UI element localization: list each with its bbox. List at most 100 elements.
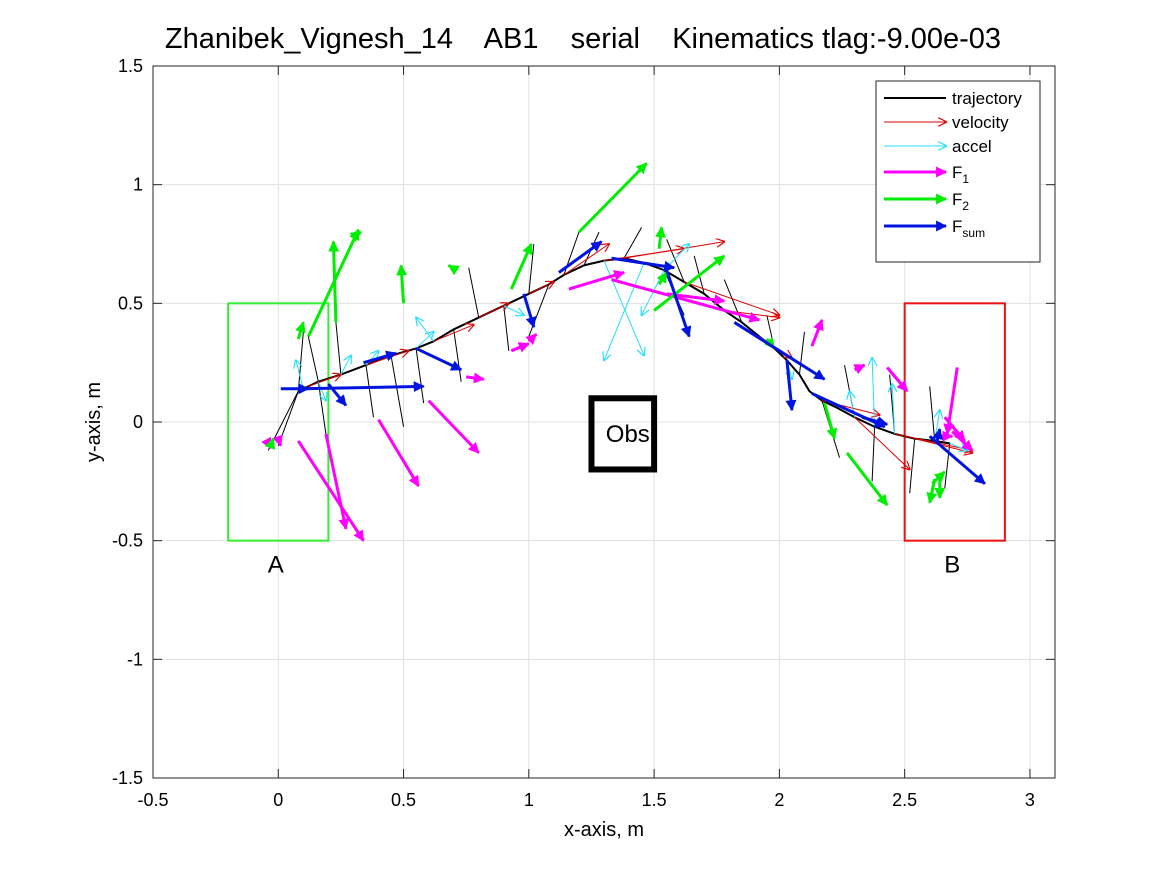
f2-arrow bbox=[447, 264, 460, 276]
f2-arrow bbox=[509, 242, 533, 290]
trajectory-spoke bbox=[929, 386, 936, 442]
f2-arrow bbox=[926, 478, 938, 504]
f1-arrow bbox=[943, 416, 966, 442]
f2-arrow bbox=[396, 264, 408, 304]
x-tick-label: 0.5 bbox=[391, 790, 416, 810]
trajectory-spoke bbox=[666, 239, 685, 283]
trajectory-spoke bbox=[307, 336, 319, 382]
x-tick-label: 3 bbox=[1025, 790, 1035, 810]
end-region-label: B bbox=[944, 551, 960, 578]
obstacle-box bbox=[588, 395, 658, 473]
f1-arrow bbox=[297, 440, 365, 542]
trajectory-spoke bbox=[503, 305, 510, 351]
x-tick-label: -0.5 bbox=[137, 790, 168, 810]
legend-subscript: sum bbox=[962, 226, 985, 240]
f1-arrow bbox=[611, 278, 761, 323]
f1-arrow bbox=[951, 430, 974, 452]
f1-arrow bbox=[525, 333, 538, 345]
x-axis-label: x-axis, m bbox=[564, 819, 644, 841]
f2-arrow bbox=[295, 321, 306, 340]
trajectory-line bbox=[297, 257, 950, 445]
f1-layer bbox=[261, 270, 974, 542]
trajectory-spoke bbox=[528, 243, 535, 294]
trajectory-spoke bbox=[468, 267, 480, 318]
f2-arrow bbox=[823, 402, 838, 440]
fsum-arrow bbox=[932, 428, 944, 442]
region-layer: A B Obs bbox=[227, 302, 1006, 578]
velocity-arrow bbox=[433, 325, 474, 342]
velocity-arrow bbox=[528, 282, 554, 295]
trajectory-spoke bbox=[277, 390, 299, 446]
f2-arrow bbox=[656, 271, 668, 286]
f1-arrow bbox=[324, 433, 350, 530]
y-tick-label: 0 bbox=[133, 412, 143, 432]
legend-subscript: 1 bbox=[962, 172, 969, 186]
accel-arrow bbox=[296, 360, 304, 389]
f2-layer bbox=[264, 162, 946, 506]
trajectory-spoke bbox=[415, 348, 425, 404]
y-tick-label: 1.5 bbox=[118, 56, 143, 76]
fsum-arrow bbox=[785, 360, 797, 412]
f1-arrow bbox=[510, 342, 530, 353]
f2-arrow bbox=[264, 437, 276, 450]
legend-subscript: 2 bbox=[962, 199, 969, 213]
trajectory-spoke bbox=[453, 329, 462, 382]
fsum-arrow bbox=[928, 435, 986, 485]
start-region-label: A bbox=[268, 551, 284, 578]
accel-arrow bbox=[317, 381, 326, 401]
velocity-arrow bbox=[684, 281, 779, 315]
fsum-arrow bbox=[522, 293, 537, 329]
accel-arrow bbox=[416, 318, 435, 342]
f2-arrow bbox=[349, 230, 362, 243]
trajectory-spoke bbox=[335, 322, 342, 375]
chart-title: Zhanibek_Vignesh_14 AB1 serial Kinematic… bbox=[165, 23, 1001, 55]
obstacle-label: Obs bbox=[606, 421, 650, 448]
accel-arrow bbox=[892, 384, 895, 434]
trajectory-spoke bbox=[623, 227, 643, 259]
accel-arrow bbox=[872, 358, 875, 427]
legend-label-accel: accel bbox=[952, 137, 992, 156]
fsum-layer bbox=[280, 240, 986, 485]
fsum-arrow bbox=[327, 383, 348, 407]
accel-arrow bbox=[603, 260, 644, 356]
x-tick-label: 1.5 bbox=[642, 790, 667, 810]
f1-arrow bbox=[465, 372, 485, 384]
x-tick-label: 2.5 bbox=[892, 790, 917, 810]
trajectory-spoke bbox=[297, 331, 304, 392]
end-region bbox=[903, 302, 1006, 542]
accel-arrow bbox=[340, 356, 351, 375]
f2-arrow bbox=[653, 254, 726, 312]
f2-arrow bbox=[845, 451, 889, 506]
fsum-arrow bbox=[558, 240, 603, 274]
f1-arrow bbox=[853, 363, 866, 375]
trajectory-spoke bbox=[365, 364, 374, 418]
axis-ticks: -0.5 0 0.5 1 1.5 2 2.5 3 -1.5 -1 -0.5 0 0.5 1 1.5 bbox=[112, 56, 1055, 810]
x-tick-label: 0 bbox=[273, 790, 283, 810]
fsum-arrow bbox=[861, 415, 889, 427]
f2-arrow bbox=[577, 162, 648, 234]
y-tick-label: -1.5 bbox=[112, 768, 143, 788]
velocity-arrow bbox=[563, 244, 609, 276]
start-region bbox=[227, 302, 330, 542]
trajectory-layer bbox=[297, 257, 950, 445]
trajectory-spoke bbox=[909, 438, 916, 494]
f2-arrow bbox=[655, 226, 666, 249]
fsum-arrow bbox=[733, 321, 826, 381]
f1-arrow bbox=[568, 270, 626, 291]
f1-arrow bbox=[427, 399, 480, 454]
f1-arrow bbox=[272, 434, 283, 447]
trajectory-spoke bbox=[798, 331, 805, 375]
trajectory-spokes bbox=[267, 227, 951, 494]
f1-arrow bbox=[810, 318, 824, 347]
y-axis-label: y-axis, m bbox=[83, 382, 105, 462]
y-tick-label: 1 bbox=[133, 175, 143, 195]
f1-arrow bbox=[377, 418, 420, 488]
trajectory-spoke bbox=[317, 381, 327, 434]
f1-arrow bbox=[885, 366, 909, 393]
fsum-arrow bbox=[415, 347, 463, 372]
accel-arrow bbox=[503, 305, 524, 315]
trajectory-spoke bbox=[390, 355, 405, 427]
f2-arrow bbox=[328, 240, 340, 323]
velocity-arrow bbox=[854, 416, 910, 469]
